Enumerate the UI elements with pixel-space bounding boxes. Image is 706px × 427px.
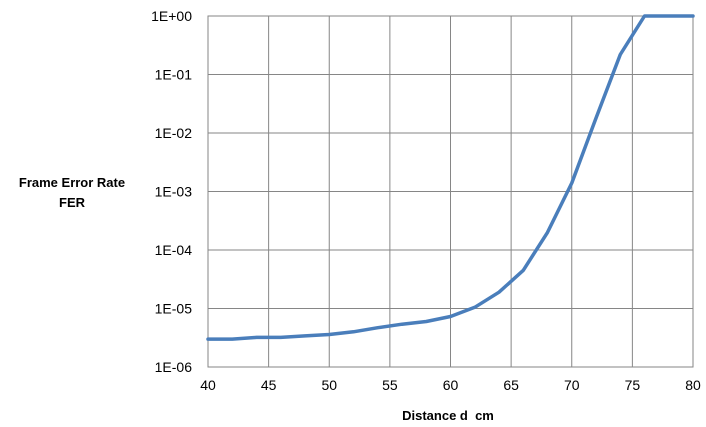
x-tick-label: 40 xyxy=(200,377,216,393)
grid-layer xyxy=(207,15,694,368)
y-tick-labels: 1E-06 1E-05 1E-04 1E-03 1E-02 1E-01 1E+00 xyxy=(151,8,192,375)
x-tick-label: 60 xyxy=(443,377,459,393)
y-tick-label: 1E+00 xyxy=(151,8,192,24)
x-tick-label: 45 xyxy=(261,377,277,393)
y-tick-label: 1E-02 xyxy=(155,125,193,141)
y-tick-label: 1E-01 xyxy=(155,67,193,83)
fer-series-line xyxy=(206,14,695,341)
x-axis-title: Distance d cm xyxy=(402,408,494,423)
x-tick-label: 75 xyxy=(625,377,641,393)
x-tick-label: 50 xyxy=(321,377,337,393)
x-tick-label: 55 xyxy=(382,377,398,393)
x-tick-label: 70 xyxy=(564,377,580,393)
y-tick-label: 1E-06 xyxy=(155,359,193,375)
y-axis-title-line-2: FER xyxy=(59,195,86,210)
x-tick-label: 65 xyxy=(503,377,519,393)
series-layer xyxy=(206,14,695,341)
plot-area-frame xyxy=(207,15,694,368)
y-axis-title-line-1: Frame Error Rate xyxy=(19,175,125,190)
y-tick-label: 1E-05 xyxy=(155,301,193,317)
x-tick-label: 80 xyxy=(685,377,701,393)
y-tick-label: 1E-04 xyxy=(155,242,193,258)
x-tick-labels: 40 45 50 55 60 65 70 75 80 xyxy=(200,377,701,393)
y-tick-label: 1E-03 xyxy=(155,184,193,200)
